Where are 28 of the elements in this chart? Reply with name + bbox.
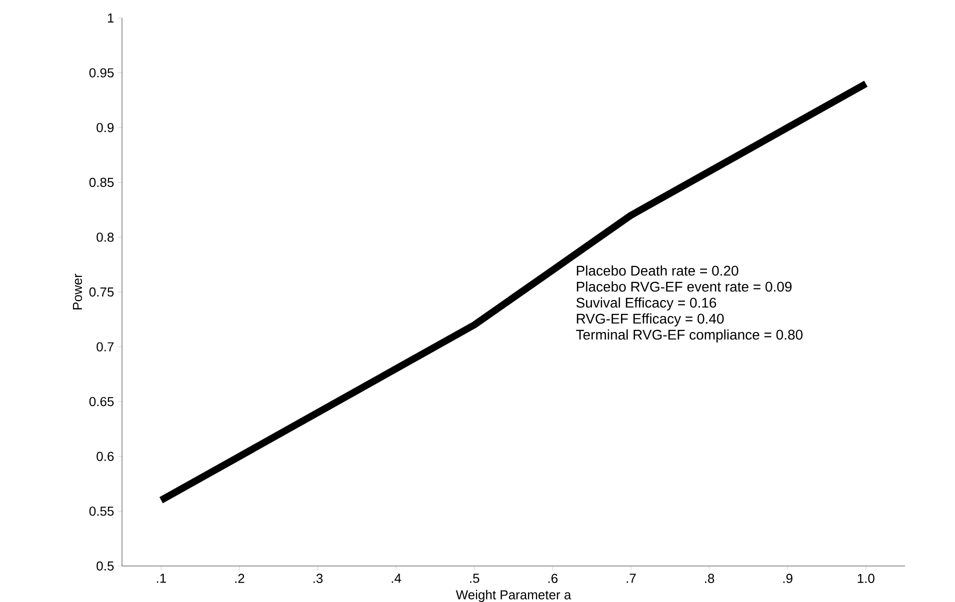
y-tick-label: 0.7 [96,342,114,352]
annotation: Suvival Efficacy = 0.16 [576,297,716,310]
y-axis-title: Power [72,274,82,310]
x-tick-label: .2 [235,574,244,583]
x-tick-label: .7 [626,574,636,583]
y-tick-label: 0.8 [96,232,114,242]
y-tick-label: 0.55 [89,506,114,516]
x-tick-label: .8 [705,574,714,584]
x-axis-title: Weight Parameter a [456,590,572,602]
annotation: RVG-EF Efficacy = 0.40 [576,313,724,326]
annotation: Terminal RVG-EF compliance = 0.80 [576,329,803,342]
annotation: Placebo RVG-EF event rate = 0.09 [576,281,792,292]
x-tick-label: .6 [548,574,558,584]
x-tick-label: .9 [783,574,792,584]
y-tick-label: 0.75 [89,287,114,297]
x-tick-label: .4 [392,574,402,583]
y-tick-label: 0.6 [96,452,114,461]
x-tick-label: .5 [470,574,480,583]
y-tick-label: 0.9 [96,122,114,132]
annotation: Placebo Death rate = 0.20 [576,265,738,276]
x-tick-label: 1.0 [858,574,874,584]
y-tick-label: 0.5 [96,561,114,571]
y-tick-label: 0.85 [89,178,114,187]
x-tick-label: .3 [314,574,323,584]
y-tick-label: 0.95 [89,68,114,78]
y-tick-label: 0.65 [89,396,114,406]
y-tick-label: 1 [108,14,114,22]
x-tick-label: .1 [156,574,166,583]
